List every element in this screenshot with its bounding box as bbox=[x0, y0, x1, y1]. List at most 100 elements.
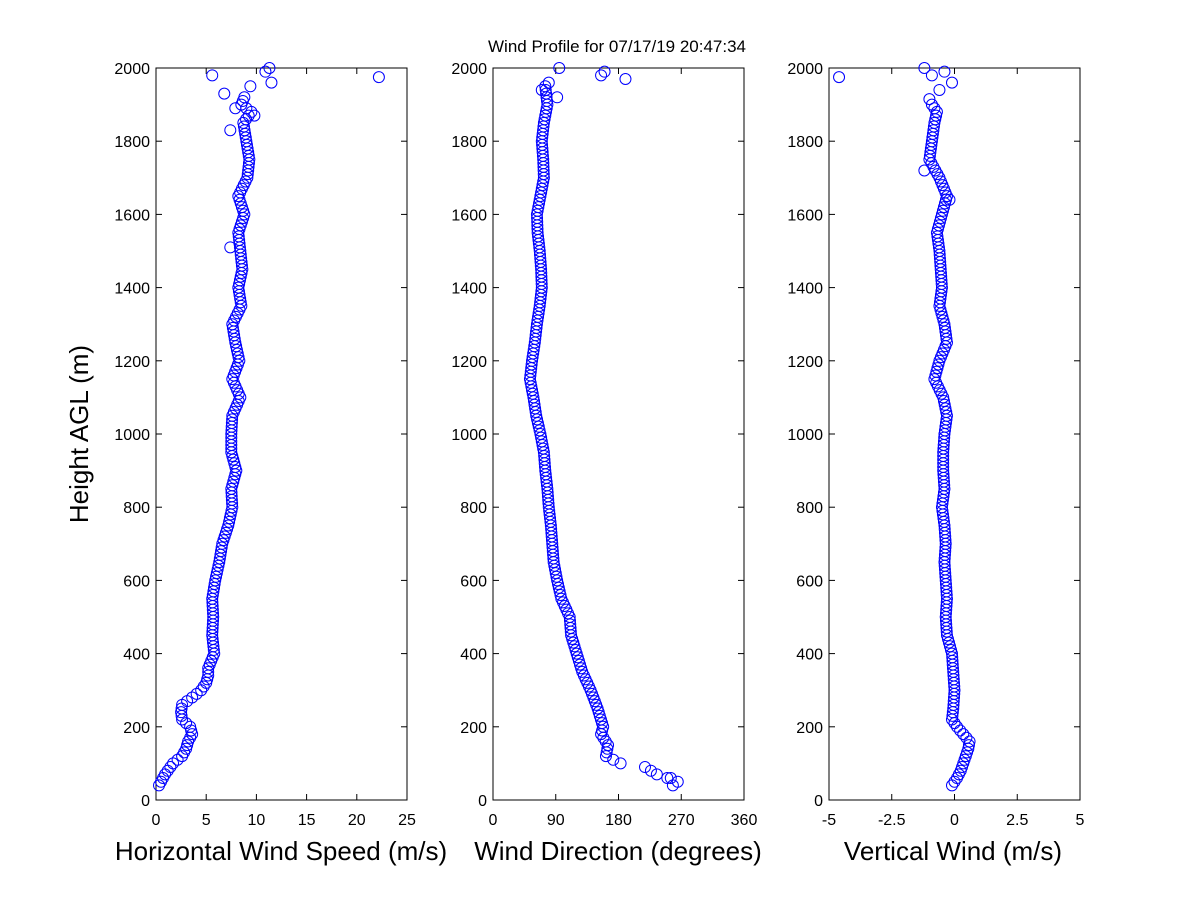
data-point-direction-17 bbox=[594, 713, 607, 726]
data-point-direction-36 bbox=[569, 643, 582, 656]
data-point-vertical-186 bbox=[925, 98, 938, 111]
data-point-speed-15 bbox=[185, 724, 198, 737]
y-tick-label-speed-7: 1400 bbox=[114, 281, 150, 298]
y-tick-label-direction-5: 1000 bbox=[451, 427, 487, 444]
panel-horizontal-wind-speed: 0 200 400 600 800 1000 1200 1400 1600 1800 2000 0 5… bbox=[64, 61, 447, 866]
data-point-speed-180 bbox=[237, 120, 250, 133]
data-point-speed-183 bbox=[242, 109, 255, 122]
chart-title: Wind Profile for 07/17/19 20:47:34 bbox=[488, 37, 746, 56]
data-point-direction-195 bbox=[542, 76, 555, 89]
data-point-speed-193 bbox=[218, 87, 231, 100]
x-axis-label-speed: Horizontal Wind Speed (m/s) bbox=[115, 836, 447, 866]
data-point-direction-4 bbox=[638, 761, 651, 774]
data-point-direction-192 bbox=[664, 772, 677, 785]
x-tick-label-speed-0: 0 bbox=[152, 812, 161, 829]
y-tick-label-speed-0: 0 bbox=[141, 793, 150, 810]
data-point-vertical-13 bbox=[960, 731, 973, 744]
data-point-direction-30 bbox=[576, 665, 589, 678]
y-tick-label-speed-4: 800 bbox=[123, 500, 150, 517]
data-point-vertical-17 bbox=[948, 717, 961, 730]
speed-points bbox=[153, 62, 385, 792]
data-point-speed-86 bbox=[230, 464, 243, 477]
axes-frame-speed bbox=[155, 67, 408, 801]
y-tick-label-vertical-7: 1400 bbox=[787, 281, 823, 298]
data-point-speed-190 bbox=[224, 124, 237, 137]
data-point-vertical-192 bbox=[833, 71, 846, 84]
data-point-vertical-40 bbox=[941, 632, 954, 645]
y-tick-label-speed-8: 1600 bbox=[114, 207, 150, 224]
y-tick-label-vertical-2: 400 bbox=[796, 647, 823, 664]
data-point-direction-190 bbox=[539, 80, 552, 93]
data-point-vertical-193 bbox=[925, 69, 938, 82]
x-axis-label-vertical: Vertical Wind (m/s) bbox=[844, 836, 1062, 866]
data-point-speed-84 bbox=[228, 471, 241, 484]
y-tick-label-vertical-5: 1000 bbox=[787, 427, 823, 444]
data-point-vertical-39 bbox=[942, 636, 955, 649]
x-axis-label-direction: Wind Direction (degrees) bbox=[474, 836, 762, 866]
x-tick-label-vertical-0: -5 bbox=[822, 812, 836, 829]
data-point-direction-0 bbox=[671, 775, 684, 788]
y-tick-label-direction-8: 1600 bbox=[451, 207, 487, 224]
data-point-speed-100 bbox=[226, 413, 239, 426]
y-tick-label-speed-5: 1000 bbox=[114, 427, 150, 444]
data-point-vertical-11 bbox=[962, 739, 975, 752]
y-tick-label-direction-0: 0 bbox=[478, 793, 487, 810]
data-point-direction-6 bbox=[607, 753, 620, 766]
data-point-speed-25 bbox=[190, 687, 203, 700]
data-point-direction-31 bbox=[575, 662, 588, 675]
data-point-vertical-157 bbox=[936, 204, 949, 217]
data-point-direction-10 bbox=[602, 739, 615, 752]
data-point-direction-199 bbox=[553, 62, 566, 74]
data-point-direction-15 bbox=[597, 720, 610, 733]
data-point-speed-195 bbox=[265, 76, 278, 89]
x-tick-label-direction-4: 360 bbox=[731, 812, 758, 829]
x-tick-labels-speed: 0 5 10 15 20 25 bbox=[152, 812, 416, 829]
x-tick-label-vertical-2: 0 bbox=[950, 812, 959, 829]
data-point-direction-9 bbox=[601, 742, 614, 755]
x-tick-label-speed-5: 25 bbox=[398, 812, 416, 829]
x-tick-label-speed-4: 20 bbox=[348, 812, 366, 829]
data-point-direction-193 bbox=[551, 91, 564, 104]
tick-marks-speed bbox=[155, 67, 408, 801]
x-tick-label-speed-2: 10 bbox=[248, 812, 266, 829]
data-point-vertical-16 bbox=[951, 720, 964, 733]
data-point-speed-82 bbox=[226, 479, 239, 492]
data-point-direction-189 bbox=[539, 83, 552, 96]
data-point-direction-191 bbox=[666, 779, 679, 792]
y-tick-label-direction-1: 200 bbox=[460, 720, 487, 737]
y-tick-label-direction-6: 1200 bbox=[451, 354, 487, 371]
data-point-vertical-153 bbox=[932, 219, 945, 232]
data-point-speed-125 bbox=[226, 321, 239, 334]
data-point-speed-198 bbox=[259, 65, 272, 78]
data-point-direction-196 bbox=[619, 72, 632, 85]
y-tick-labels-vertical: 0 200 400 600 800 1000 1200 1400 1600 1800 2000 bbox=[787, 61, 823, 810]
y-tick-label-vertical-0: 0 bbox=[814, 793, 823, 810]
data-point-vertical-195 bbox=[918, 62, 931, 74]
y-tick-label-vertical-1: 200 bbox=[796, 720, 823, 737]
data-point-vertical-112 bbox=[929, 369, 942, 382]
y-axis-label: Height AGL (m) bbox=[64, 345, 94, 523]
x-tick-label-direction-0: 0 bbox=[489, 812, 498, 829]
panel-vertical-wind: 0 200 400 600 800 1000 1200 1400 1600 1800 2000 -5… bbox=[787, 61, 1084, 866]
data-point-speed-17 bbox=[180, 717, 193, 730]
x-tick-label-speed-1: 5 bbox=[202, 812, 211, 829]
data-point-direction-44 bbox=[563, 614, 576, 627]
y-tick-label-speed-2: 400 bbox=[123, 647, 150, 664]
data-point-direction-33 bbox=[572, 654, 585, 667]
data-point-speed-196 bbox=[372, 71, 385, 84]
x-tick-label-direction-3: 270 bbox=[668, 812, 695, 829]
data-point-speed-5 bbox=[164, 761, 177, 774]
x-tick-label-speed-3: 15 bbox=[298, 812, 316, 829]
data-point-vertical-128 bbox=[936, 310, 949, 323]
x-tick-labels-vertical: -5 -2.5 0 2.5 5 bbox=[822, 812, 1085, 829]
data-point-speed-27 bbox=[197, 680, 210, 693]
y-tick-label-direction-4: 800 bbox=[460, 500, 487, 517]
data-point-speed-31 bbox=[202, 665, 215, 678]
data-point-vertical-111 bbox=[928, 373, 941, 386]
data-point-speed-89 bbox=[227, 453, 240, 466]
vertical-points bbox=[833, 62, 976, 792]
axes-frame-direction bbox=[492, 67, 745, 801]
data-point-vertical-14 bbox=[957, 728, 970, 741]
data-point-speed-28 bbox=[200, 676, 213, 689]
